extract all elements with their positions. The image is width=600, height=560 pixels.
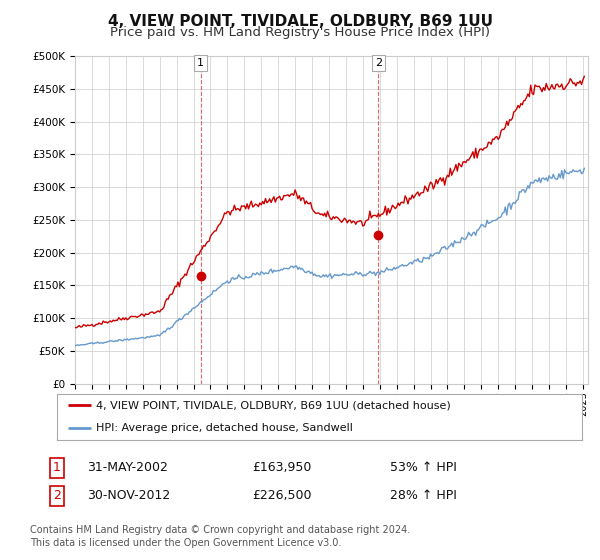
Text: 28% ↑ HPI: 28% ↑ HPI	[390, 489, 457, 502]
Text: 30-NOV-2012: 30-NOV-2012	[87, 489, 170, 502]
Text: 2: 2	[375, 58, 382, 68]
Text: 53% ↑ HPI: 53% ↑ HPI	[390, 461, 457, 474]
Text: 31-MAY-2002: 31-MAY-2002	[87, 461, 168, 474]
Text: HPI: Average price, detached house, Sandwell: HPI: Average price, detached house, Sand…	[97, 423, 353, 433]
Text: Price paid vs. HM Land Registry's House Price Index (HPI): Price paid vs. HM Land Registry's House …	[110, 26, 490, 39]
Text: 2: 2	[53, 489, 61, 502]
Text: Contains HM Land Registry data © Crown copyright and database right 2024.
This d: Contains HM Land Registry data © Crown c…	[30, 525, 410, 548]
Text: 1: 1	[197, 58, 204, 68]
Text: 4, VIEW POINT, TIVIDALE, OLDBURY, B69 1UU: 4, VIEW POINT, TIVIDALE, OLDBURY, B69 1U…	[107, 14, 493, 29]
Text: £226,500: £226,500	[252, 489, 311, 502]
Text: 4, VIEW POINT, TIVIDALE, OLDBURY, B69 1UU (detached house): 4, VIEW POINT, TIVIDALE, OLDBURY, B69 1U…	[97, 400, 451, 410]
Text: 1: 1	[53, 461, 61, 474]
Text: £163,950: £163,950	[252, 461, 311, 474]
